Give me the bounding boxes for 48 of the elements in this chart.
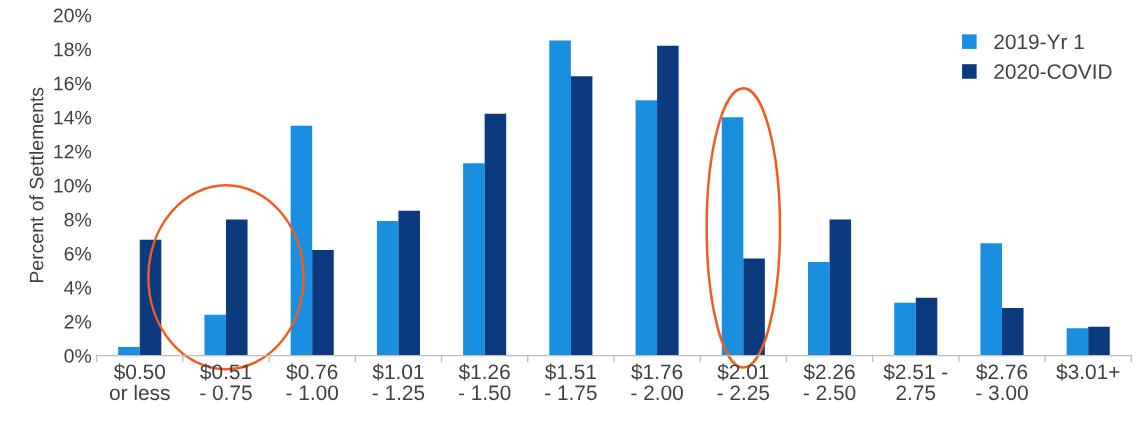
bar [894,302,916,356]
bar [376,221,399,356]
bar [570,76,593,356]
y-tick-label: 18% [54,42,92,57]
x-tick-label: $2.26 - 2.50 [803,363,856,401]
bar [1001,307,1024,356]
bar [398,210,420,356]
legend-label: 2020-COVID [994,64,1112,79]
bar [721,117,744,356]
x-tick-label: $3.01+ [1056,363,1120,381]
bar [312,250,334,356]
bar [484,113,507,356]
y-tick-label: 8% [64,212,92,227]
bar [1088,326,1110,356]
bar [657,45,679,356]
y-tick-label: 0% [64,349,92,363]
bar [290,125,313,356]
x-tick-label: $1.76 - 2.00 [631,363,683,401]
y-axis-title: Percent of Settlements [29,87,44,283]
bar [549,40,571,356]
y-tick-label: 12% [54,144,92,159]
y-tick-label: 4% [64,281,92,295]
x-tick-label: $1.01 - 1.25 [372,363,425,401]
y-tick-label: 10% [54,178,92,193]
legend-label: 2019-Yr 1 [994,34,1084,50]
x-tick-label: $1.26 - 1.50 [458,363,511,401]
x-tick-label: $2.76 - 3.00 [976,363,1028,401]
y-tick-label: 6% [64,246,92,261]
y-tick-label: 14% [54,110,92,125]
x-tick-label: $2.01 - 2.25 [717,363,770,401]
x-tick-label: $2.51 - 2.75 [883,363,948,401]
x-tick-label: $0.50 or less [109,363,170,401]
bar [118,347,140,356]
bar [1066,328,1089,356]
bar [463,163,485,356]
bar [204,314,226,356]
x-tick-label: $0.76 - 1.00 [286,363,339,401]
bar [225,219,248,356]
y-tick-label: 2% [64,314,92,329]
bar [829,219,852,356]
bar [807,261,830,356]
bar [743,258,765,356]
x-tick-label: $1.51 - 1.75 [545,363,597,401]
y-tick-label: 16% [54,76,92,91]
bar [980,243,1002,356]
bar [915,297,938,356]
y-tick-label: 20% [53,8,92,23]
bar [635,100,658,356]
